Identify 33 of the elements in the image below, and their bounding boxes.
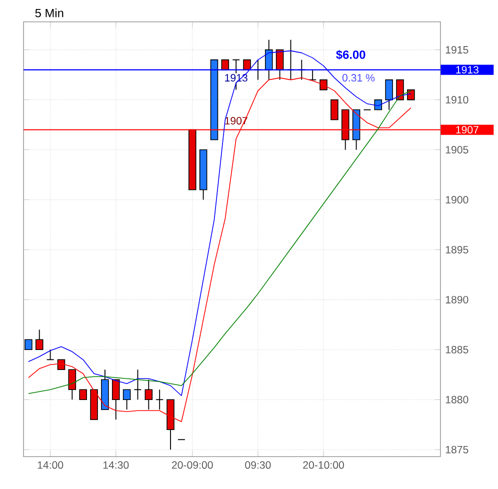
y-tick-label: 1885 bbox=[446, 346, 468, 354]
y-tick-label: 1875 bbox=[446, 446, 468, 454]
candlestick bbox=[374, 99, 382, 110]
candlestick bbox=[144, 379, 153, 410]
y-tick-label: 1900 bbox=[446, 196, 468, 204]
candlestick bbox=[35, 329, 44, 350]
x-tick-label: 14:00 bbox=[38, 461, 64, 469]
x-tick-label: 20-09:00 bbox=[172, 461, 213, 469]
y-tick-label: 1915 bbox=[446, 46, 468, 54]
y-tick-label: 1905 bbox=[446, 146, 468, 154]
x-tick-label: 14:30 bbox=[103, 461, 129, 469]
y-tick-label: 1890 bbox=[446, 296, 468, 304]
annotation: $6.00 bbox=[336, 50, 366, 60]
y-tick-label: 1910 bbox=[446, 96, 468, 104]
candlestick bbox=[46, 349, 54, 360]
chart-title: 5 Min bbox=[35, 8, 64, 18]
x-tick-label: 20-10:00 bbox=[303, 461, 344, 469]
candlestick bbox=[112, 379, 120, 420]
candlestick bbox=[156, 389, 164, 410]
x-tick-label: 09:30 bbox=[245, 461, 271, 469]
ref-line-label: 1907 bbox=[456, 126, 478, 134]
candlestick bbox=[264, 39, 273, 80]
candlestick bbox=[330, 99, 338, 120]
candlestick bbox=[68, 369, 76, 400]
candlestick bbox=[79, 389, 87, 400]
candlestick bbox=[396, 79, 404, 100]
y-tick-label: 1895 bbox=[446, 246, 468, 254]
ref-line-label: 1913 bbox=[456, 66, 478, 74]
candlestick bbox=[134, 369, 142, 400]
candlestick bbox=[122, 389, 131, 410]
y-tick-label: 1880 bbox=[446, 396, 468, 404]
annotation: 0.31 % bbox=[342, 74, 375, 82]
candlestick bbox=[385, 79, 393, 110]
